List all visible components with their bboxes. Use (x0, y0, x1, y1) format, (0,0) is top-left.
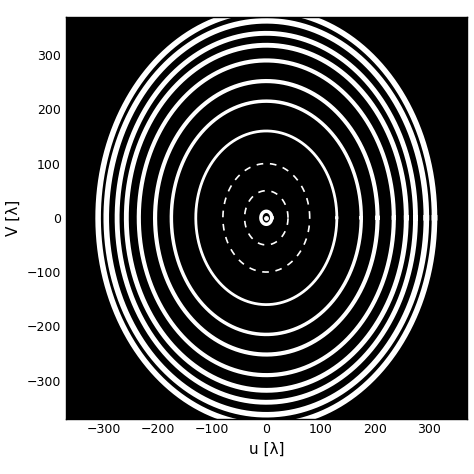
X-axis label: u [λ]: u [λ] (248, 442, 284, 457)
Y-axis label: V [λ]: V [λ] (6, 200, 21, 236)
